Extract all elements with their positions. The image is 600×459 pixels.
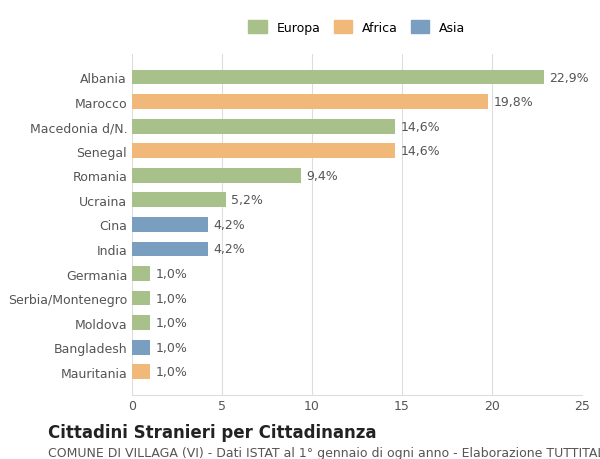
Text: 4,2%: 4,2%	[213, 243, 245, 256]
Bar	[132, 242, 208, 257]
Text: 1,0%: 1,0%	[155, 292, 187, 305]
Text: COMUNE DI VILLAGA (VI) - Dati ISTAT al 1° gennaio di ogni anno - Elaborazione TU: COMUNE DI VILLAGA (VI) - Dati ISTAT al 1…	[48, 446, 600, 459]
Text: 14,6%: 14,6%	[400, 120, 440, 134]
Bar	[132, 144, 395, 159]
Bar	[132, 168, 301, 183]
Text: 1,0%: 1,0%	[155, 316, 187, 330]
Bar	[132, 95, 488, 110]
Bar	[132, 316, 150, 330]
Text: 14,6%: 14,6%	[400, 145, 440, 158]
Bar	[132, 218, 208, 232]
Text: 22,9%: 22,9%	[550, 72, 589, 84]
Text: 5,2%: 5,2%	[231, 194, 263, 207]
Text: 9,4%: 9,4%	[307, 169, 338, 182]
Bar	[132, 364, 150, 379]
Legend: Europa, Africa, Asia: Europa, Africa, Asia	[245, 17, 469, 38]
Text: 4,2%: 4,2%	[213, 218, 245, 231]
Text: 1,0%: 1,0%	[155, 341, 187, 354]
Bar	[132, 291, 150, 306]
Text: Cittadini Stranieri per Cittadinanza: Cittadini Stranieri per Cittadinanza	[48, 423, 377, 441]
Bar	[132, 193, 226, 208]
Text: 1,0%: 1,0%	[155, 365, 187, 378]
Bar	[132, 119, 395, 134]
Bar	[132, 340, 150, 355]
Text: 19,8%: 19,8%	[494, 96, 533, 109]
Text: 1,0%: 1,0%	[155, 268, 187, 280]
Bar	[132, 71, 544, 85]
Bar	[132, 267, 150, 281]
